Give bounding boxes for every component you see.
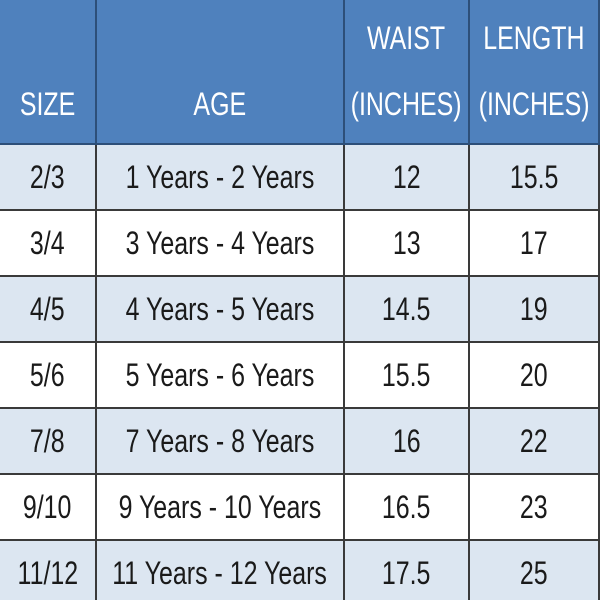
cell-text: 11/12: [17, 555, 78, 591]
cell-text: 25: [520, 555, 548, 591]
header-cell: SIZE: [0, 0, 97, 145]
table-cell: 3 Years - 4 Years: [97, 211, 345, 277]
header-cell: WAIST (INCHES): [345, 0, 470, 145]
header-cell: LENGTH (INCHES): [470, 0, 600, 145]
table-cell: 4/5: [0, 277, 97, 343]
table-cell: 9 Years - 10 Years: [97, 475, 345, 541]
table-cell: 2/3: [0, 145, 97, 211]
table-cell: 19: [470, 277, 600, 343]
cell-text: 22: [520, 423, 548, 459]
table-cell: 22: [470, 409, 600, 475]
header-text: SIZE: [19, 86, 76, 122]
table-cell: 13: [345, 211, 470, 277]
cell-text: 7/8: [30, 423, 65, 459]
table-cell: 5 Years - 6 Years: [97, 343, 345, 409]
cell-text: 17: [520, 225, 548, 261]
table-cell: 25: [470, 541, 600, 600]
cell-text: 9/10: [23, 489, 72, 525]
cell-text: 17.5: [382, 555, 431, 591]
header-text: WAIST: [367, 20, 446, 56]
table-cell: 14.5: [345, 277, 470, 343]
table-cell: 11 Years - 12 Years: [97, 541, 345, 600]
table-cell: 7/8: [0, 409, 97, 475]
cell-text: 1 Years - 2 Years: [125, 159, 315, 195]
table-cell: 15.5: [345, 343, 470, 409]
table-cell: 4 Years - 5 Years: [97, 277, 345, 343]
cell-text: 16.5: [382, 489, 431, 525]
header-text: LENGTH: [483, 20, 585, 56]
cell-text: 14.5: [382, 291, 431, 327]
cell-text: 23: [520, 489, 548, 525]
header-text: AGE: [193, 86, 247, 122]
cell-text: 19: [520, 291, 548, 327]
cell-text: 11 Years - 12 Years: [112, 555, 328, 591]
header-text: (INCHES): [478, 86, 590, 122]
table-cell: 1 Years - 2 Years: [97, 145, 345, 211]
table-cell: 3/4: [0, 211, 97, 277]
table-cell: 16: [345, 409, 470, 475]
cell-text: 4/5: [30, 291, 65, 327]
cell-text: 3/4: [30, 225, 65, 261]
table-cell: 15.5: [470, 145, 600, 211]
cell-text: 2/3: [30, 159, 65, 195]
cell-text: 5/6: [30, 357, 65, 393]
cell-text: 9 Years - 10 Years: [118, 489, 322, 525]
cell-text: 16: [392, 423, 421, 459]
table-cell: 23: [470, 475, 600, 541]
cell-text: 15.5: [382, 357, 431, 393]
cell-text: 4 Years - 5 Years: [125, 291, 315, 327]
table-cell: 11/12: [0, 541, 97, 600]
cell-text: 12: [392, 159, 421, 195]
cell-text: 20: [520, 357, 548, 393]
table-cell: 12: [345, 145, 470, 211]
table-cell: 20: [470, 343, 600, 409]
cell-text: 13: [392, 225, 421, 261]
header-cell: AGE: [97, 0, 345, 145]
cell-text: 3 Years - 4 Years: [125, 225, 315, 261]
header-text: (INCHES): [351, 86, 462, 122]
cell-text: 5 Years - 6 Years: [125, 357, 315, 393]
cell-text: 7 Years - 8 Years: [125, 423, 315, 459]
table-cell: 17.5: [345, 541, 470, 600]
cell-text: 15.5: [509, 159, 559, 195]
table-cell: 9/10: [0, 475, 97, 541]
table-cell: 5/6: [0, 343, 97, 409]
table-cell: 7 Years - 8 Years: [97, 409, 345, 475]
table-cell: 17: [470, 211, 600, 277]
table-cell: 16.5: [345, 475, 470, 541]
